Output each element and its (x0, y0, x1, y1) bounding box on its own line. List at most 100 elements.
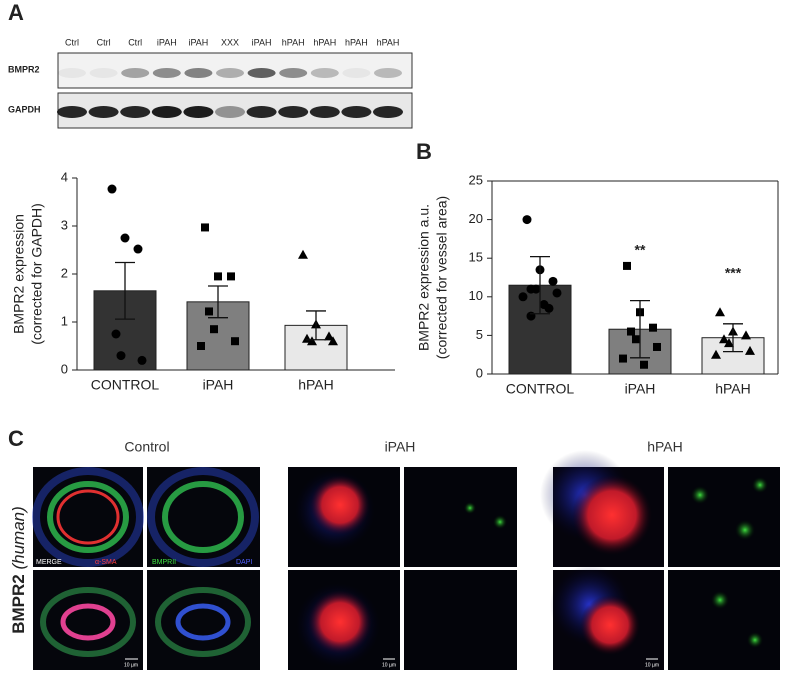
tissue (155, 587, 251, 657)
channel-label: DAPI (236, 559, 252, 566)
signal (464, 502, 476, 514)
band (57, 106, 87, 118)
y-axis-label: BMPR2 expression a.u. (416, 204, 432, 351)
channel-label: MERGE (36, 559, 62, 566)
signal (493, 515, 507, 529)
signal (747, 632, 763, 648)
data-point (324, 331, 334, 341)
band (152, 68, 181, 78)
band (373, 106, 403, 118)
x-tick-label: hPAH (298, 377, 334, 393)
tissue (32, 467, 144, 567)
group-title: hPAH (647, 439, 683, 455)
data-point (518, 292, 528, 302)
band (89, 68, 118, 78)
data-point (137, 355, 147, 365)
lane-label: iPAH (188, 37, 208, 47)
x-tick-label: iPAH (203, 377, 234, 393)
data-point (745, 345, 755, 355)
scale-bar-label: 10 µm (124, 662, 138, 668)
data-point (711, 349, 721, 359)
data-point (719, 334, 729, 344)
band (341, 106, 372, 118)
band (151, 106, 182, 118)
band (58, 68, 86, 78)
data-point (531, 284, 541, 294)
error-bar (115, 261, 135, 320)
lane-label: hPAH (377, 37, 400, 47)
blot-row-label: BMPR2 (8, 64, 40, 74)
panel-label: A (8, 0, 24, 25)
data-point (197, 342, 205, 350)
data-point (526, 311, 536, 321)
data-point (552, 288, 562, 298)
data-point (231, 337, 239, 346)
image (668, 570, 780, 670)
band (247, 68, 276, 78)
significance: ** (635, 241, 646, 257)
y-tick-label: 5 (476, 327, 483, 342)
scale-bar-label: 10 µm (382, 662, 396, 668)
band (279, 68, 308, 78)
lane-label: iPAH (252, 37, 272, 47)
vessel (175, 603, 231, 641)
data-point (120, 233, 130, 243)
x-tick-label: hPAH (715, 381, 751, 397)
y-axis-label: (corrected for vessel area) (434, 196, 450, 359)
y-axis-label: BMPR2 expression (11, 214, 27, 334)
significance: *** (725, 265, 742, 281)
data-point (640, 360, 648, 369)
signal (752, 477, 768, 493)
data-point (653, 342, 661, 351)
data-point (302, 333, 312, 343)
y-tick-label: 0 (476, 365, 483, 380)
band (88, 106, 119, 118)
y-tick-label: 1 (61, 313, 68, 328)
error-bar (306, 310, 326, 341)
data-point (741, 330, 751, 340)
band (374, 68, 402, 78)
lesion (580, 595, 640, 655)
lane-label: hPAH (313, 37, 336, 47)
data-point (133, 244, 143, 254)
y-tick-label: 15 (469, 250, 483, 265)
data-point (111, 329, 121, 339)
band (342, 68, 371, 78)
data-point (201, 223, 209, 232)
blot-strip (57, 52, 413, 89)
vessel (162, 481, 244, 553)
data-point (210, 325, 218, 334)
band (309, 106, 340, 118)
panel-label: C (8, 426, 24, 451)
blot-row-label: GAPDH (8, 104, 41, 114)
data-point (227, 272, 235, 281)
y-tick-label: 3 (61, 217, 68, 232)
data-point (623, 261, 631, 270)
x-tick-label: iPAH (625, 381, 656, 397)
signal (711, 591, 729, 609)
channel-label: α-SMA (95, 559, 117, 566)
band (121, 68, 150, 78)
y-tick-label: 0 (61, 361, 68, 376)
data-point (298, 249, 308, 259)
data-point (632, 335, 640, 344)
band (216, 68, 244, 78)
group-title: Control (124, 439, 169, 455)
lesion (310, 475, 370, 535)
data-point (548, 276, 558, 286)
data-point (307, 336, 317, 346)
data-point (214, 272, 222, 281)
image (404, 570, 517, 670)
lane-label: Ctrl (97, 37, 111, 47)
error-bar (530, 256, 550, 315)
signal (735, 520, 755, 540)
lane-label: hPAH (282, 37, 305, 47)
error-bar (723, 323, 743, 353)
vessel (56, 489, 120, 545)
tissue (147, 467, 259, 567)
data-point (649, 323, 657, 332)
lane-label: hPAH (345, 37, 368, 47)
y-tick-label: 4 (61, 169, 68, 184)
data-point (619, 354, 627, 363)
